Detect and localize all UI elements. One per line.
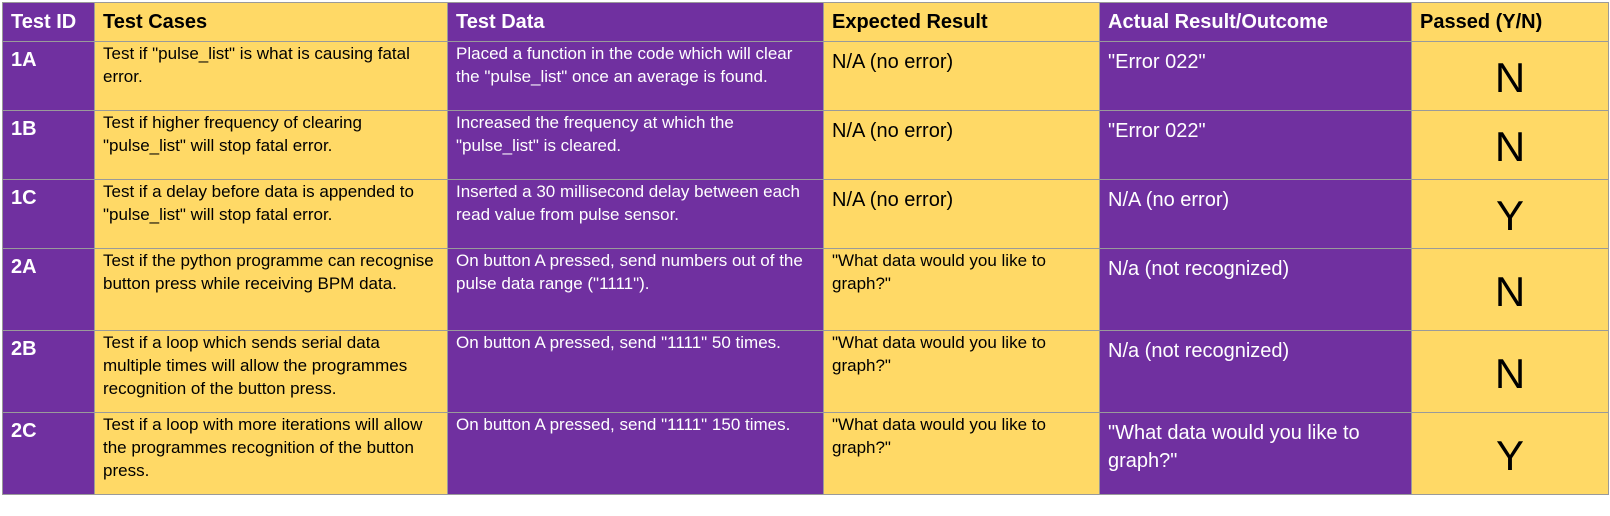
column-header-actual-result: Actual Result/Outcome bbox=[1099, 2, 1412, 42]
test-case-cell: Test if the python programme can recogni… bbox=[94, 248, 448, 331]
expected-result-cell: "What data would you like to graph?" bbox=[823, 412, 1100, 495]
column-header-expected-result: Expected Result bbox=[823, 2, 1100, 42]
expected-result-cell: N/A (no error) bbox=[823, 41, 1100, 111]
test-case-cell: Test if "pulse_list" is what is causing … bbox=[94, 41, 448, 111]
passed-cell: N bbox=[1411, 330, 1609, 413]
test-id-cell: 2B bbox=[2, 330, 95, 413]
table-row: 2C Test if a loop with more iterations w… bbox=[2, 412, 1609, 495]
actual-result-cell: "Error 022" bbox=[1099, 110, 1412, 180]
test-id-cell: 1A bbox=[2, 41, 95, 111]
test-data-cell: Increased the frequency at which the "pu… bbox=[447, 110, 824, 180]
test-data-cell: On button A pressed, send "1111" 150 tim… bbox=[447, 412, 824, 495]
actual-result-cell: "Error 022" bbox=[1099, 41, 1412, 111]
column-header-test-cases: Test Cases bbox=[94, 2, 448, 42]
column-header-passed: Passed (Y/N) bbox=[1411, 2, 1609, 42]
column-header-test-data: Test Data bbox=[447, 2, 824, 42]
test-case-cell: Test if a loop with more iterations will… bbox=[94, 412, 448, 495]
expected-result-cell: N/A (no error) bbox=[823, 110, 1100, 180]
test-data-cell: On button A pressed, send numbers out of… bbox=[447, 248, 824, 331]
actual-result-cell: "What data would you like to graph?" bbox=[1099, 412, 1412, 495]
test-data-cell: Inserted a 30 millisecond delay between … bbox=[447, 179, 824, 249]
expected-result-cell: "What data would you like to graph?" bbox=[823, 248, 1100, 331]
table-row: 1B Test if higher frequency of clearing … bbox=[2, 110, 1609, 180]
test-case-cell: Test if higher frequency of clearing "pu… bbox=[94, 110, 448, 180]
passed-cell: N bbox=[1411, 110, 1609, 180]
table-row: 2A Test if the python programme can reco… bbox=[2, 248, 1609, 331]
test-id-cell: 2C bbox=[2, 412, 95, 495]
table-row: 1A Test if "pulse_list" is what is causi… bbox=[2, 41, 1609, 111]
column-header-test-id: Test ID bbox=[2, 2, 95, 42]
passed-cell: Y bbox=[1411, 412, 1609, 495]
expected-result-cell: "What data would you like to graph?" bbox=[823, 330, 1100, 413]
test-data-cell: Placed a function in the code which will… bbox=[447, 41, 824, 111]
test-data-cell: On button A pressed, send "1111" 50 time… bbox=[447, 330, 824, 413]
test-id-cell: 2A bbox=[2, 248, 95, 331]
header-row: Test ID Test Cases Test Data Expected Re… bbox=[2, 2, 1609, 42]
actual-result-cell: N/A (no error) bbox=[1099, 179, 1412, 249]
passed-cell: Y bbox=[1411, 179, 1609, 249]
table-row: 1C Test if a delay before data is append… bbox=[2, 179, 1609, 249]
expected-result-cell: N/A (no error) bbox=[823, 179, 1100, 249]
test-case-cell: Test if a delay before data is appended … bbox=[94, 179, 448, 249]
passed-cell: N bbox=[1411, 41, 1609, 111]
test-id-cell: 1B bbox=[2, 110, 95, 180]
table-row: 2B Test if a loop which sends serial dat… bbox=[2, 330, 1609, 413]
test-results-table: Test ID Test Cases Test Data Expected Re… bbox=[2, 2, 1609, 495]
test-id-cell: 1C bbox=[2, 179, 95, 249]
test-case-cell: Test if a loop which sends serial data m… bbox=[94, 330, 448, 413]
passed-cell: N bbox=[1411, 248, 1609, 331]
actual-result-cell: N/a (not recognized) bbox=[1099, 330, 1412, 413]
actual-result-cell: N/a (not recognized) bbox=[1099, 248, 1412, 331]
